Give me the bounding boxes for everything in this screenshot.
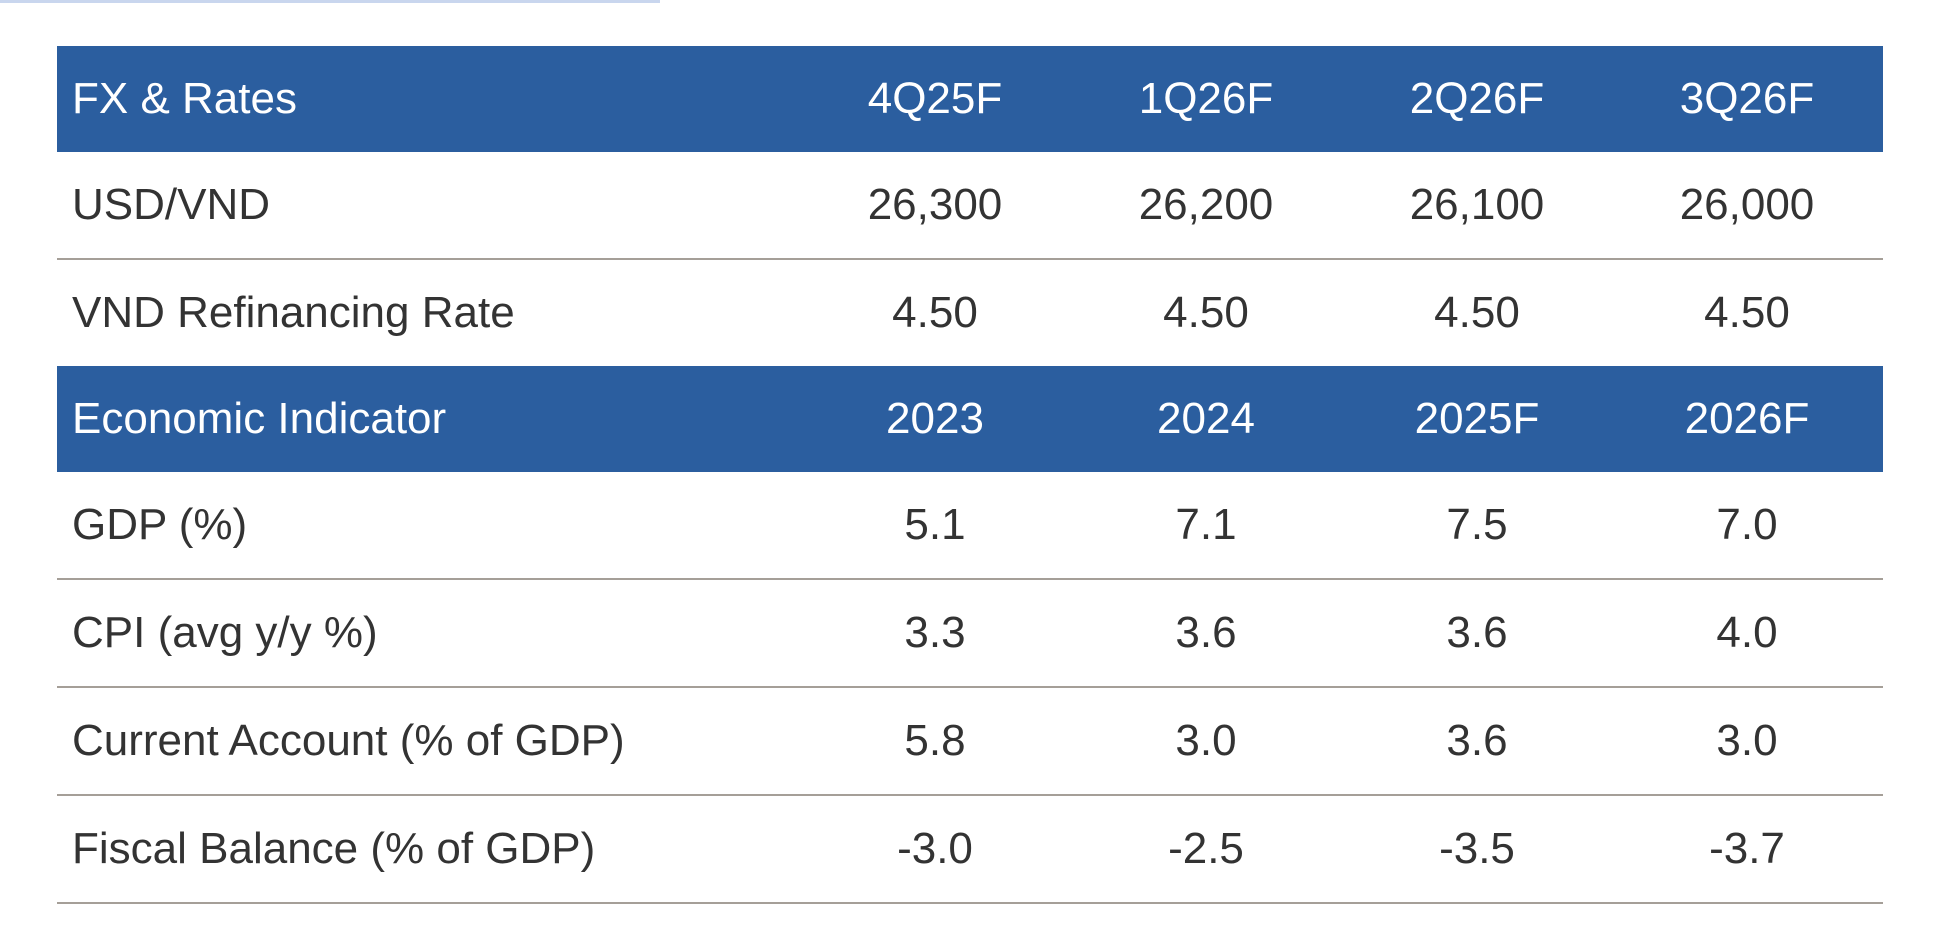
cell-value: 3.3	[904, 608, 966, 657]
cell-value: 7.0	[1716, 500, 1778, 549]
column-header: 2Q26F	[1409, 74, 1545, 123]
row-label: CPI (avg y/y %)	[72, 608, 378, 657]
row-label: Fiscal Balance (% of GDP)	[72, 824, 596, 873]
econ-header-row: Economic Indicator 2023 2024 2025F 2026F	[57, 366, 1883, 472]
column-header: 2026F	[1684, 394, 1810, 443]
row-label: GDP (%)	[72, 500, 248, 549]
header-label: FX & Rates	[72, 74, 297, 123]
top-divider	[0, 0, 660, 3]
cell-value: -3.5	[1439, 824, 1515, 873]
table-row: Current Account (% of GDP) 5.8 3.0 3.6 3…	[57, 688, 1883, 796]
forecast-table: FX & Rates 4Q25F 1Q26F 2Q26F 3Q26F USD/V…	[57, 46, 1883, 904]
column-header: 3Q26F	[1679, 74, 1815, 123]
row-label: Current Account (% of GDP)	[72, 716, 625, 765]
cell-value: 3.6	[1175, 608, 1237, 657]
cell-value: 3.0	[1175, 716, 1237, 765]
cell-value: 3.0	[1716, 716, 1778, 765]
cell-value: -3.0	[897, 824, 973, 873]
header-label: Economic Indicator	[72, 394, 447, 443]
cell-value: 4.50	[1163, 288, 1249, 337]
cell-value: 4.0	[1716, 608, 1778, 657]
column-header: 2025F	[1414, 394, 1540, 443]
column-header: 4Q25F	[867, 74, 1003, 123]
cell-value: -3.7	[1709, 824, 1785, 873]
cell-value: 26,200	[1138, 180, 1274, 229]
cell-value: 26,000	[1679, 180, 1815, 229]
cell-value: -2.5	[1168, 824, 1244, 873]
row-label: VND Refinancing Rate	[72, 288, 515, 337]
cell-value: 5.8	[904, 716, 966, 765]
cell-value: 4.50	[1704, 288, 1790, 337]
table-row: VND Refinancing Rate 4.50 4.50 4.50 4.50	[57, 260, 1883, 366]
cell-value: 4.50	[1434, 288, 1520, 337]
table-row: Fiscal Balance (% of GDP) -3.0 -2.5 -3.5…	[57, 796, 1883, 904]
cell-value: 26,300	[867, 180, 1003, 229]
column-header: 1Q26F	[1138, 74, 1274, 123]
fx-header-row: FX & Rates 4Q25F 1Q26F 2Q26F 3Q26F	[57, 46, 1883, 152]
column-header: 2024	[1157, 394, 1255, 443]
cell-value: 3.6	[1446, 608, 1508, 657]
cell-value: 7.5	[1446, 500, 1508, 549]
cell-value: 7.1	[1175, 500, 1237, 549]
cell-value: 5.1	[904, 500, 966, 549]
column-header: 2023	[886, 394, 984, 443]
row-label: USD/VND	[72, 180, 271, 229]
table-row: USD/VND 26,300 26,200 26,100 26,000	[57, 152, 1883, 260]
cell-value: 3.6	[1446, 716, 1508, 765]
table-row: GDP (%) 5.1 7.1 7.5 7.0	[57, 472, 1883, 580]
table-row: CPI (avg y/y %) 3.3 3.6 3.6 4.0	[57, 580, 1883, 688]
cell-value: 4.50	[892, 288, 978, 337]
cell-value: 26,100	[1409, 180, 1545, 229]
